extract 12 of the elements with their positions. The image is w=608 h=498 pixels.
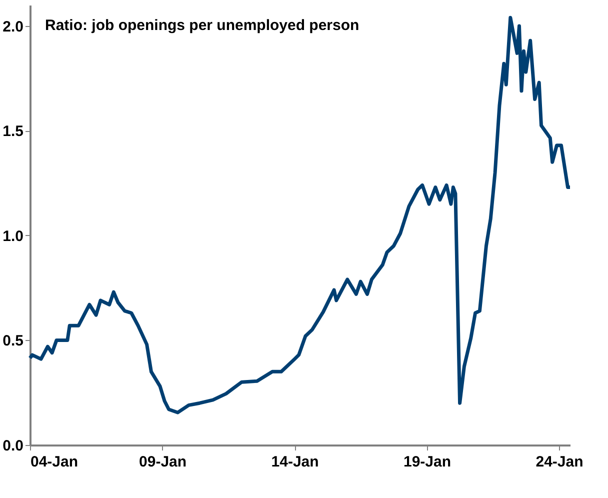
x-tick-label: 19-Jan <box>403 454 452 470</box>
y-tick-label: 0.5 <box>2 332 24 350</box>
line-series <box>28 16 572 414</box>
x-tick-label: 14-Jan <box>271 454 319 470</box>
x-tick-label: 24-Jan <box>536 454 584 470</box>
y-tick-label: 1.5 <box>2 123 24 140</box>
x-tick-label: 09-Jan <box>139 454 187 470</box>
y-tick-label: 0.0 <box>2 438 24 454</box>
y-tick-label: 1.0 <box>2 228 24 245</box>
y-tick-label: 2.0 <box>2 18 24 36</box>
x-tick-label: 04-Jan <box>30 454 78 470</box>
text: Ratio: job openings per unemployed person <box>45 17 360 34</box>
